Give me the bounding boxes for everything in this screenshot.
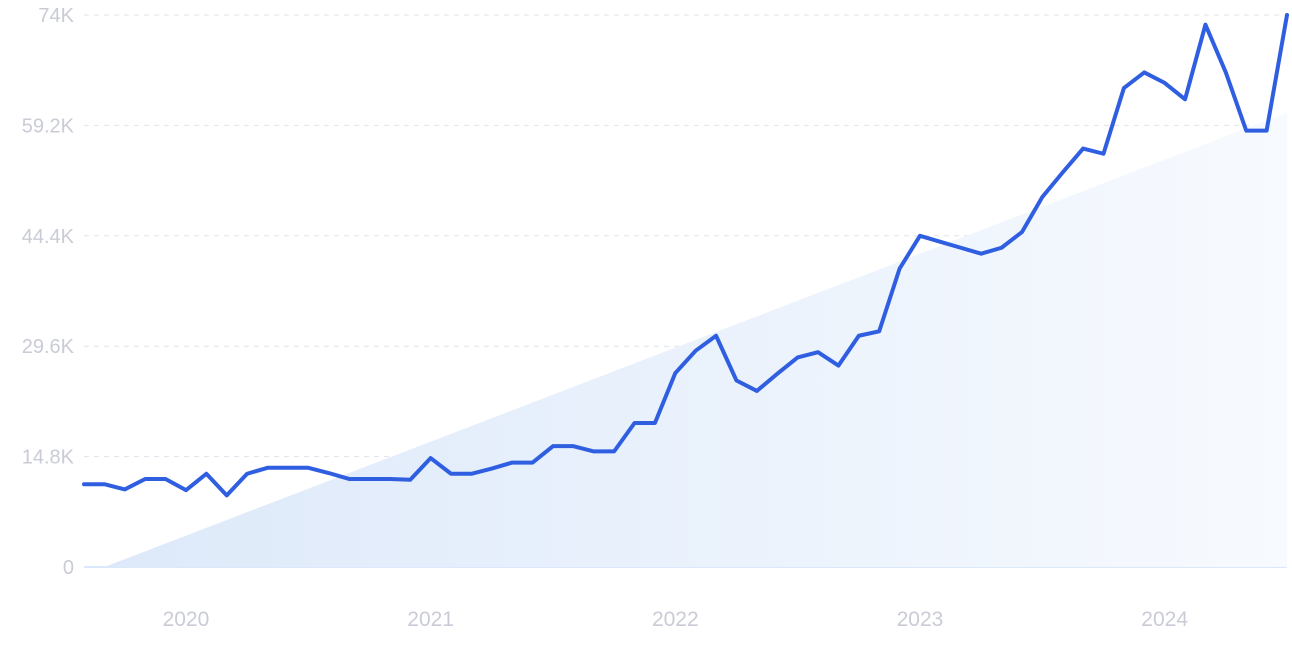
trend-area-fill [104,112,1287,567]
x-axis-ticks: 2020 2021 2022 2023 2024 [163,608,1189,631]
series-line-group [82,13,1289,498]
y-axis-ticks: 0 14.8K 29.6K 44.4K 59.2K 74K [22,5,75,579]
x-tick-label: 2020 [163,608,210,631]
y-tick-label: 44.4K [22,226,75,248]
x-tick-label: 2021 [407,608,454,631]
x-tick-label: 2023 [897,608,944,631]
trend-area [104,112,1287,567]
y-tick-label: 59.2K [22,115,75,137]
y-tick-label: 29.6K [22,336,75,358]
series-line [82,13,1289,498]
y-tick-label: 14.8K [22,447,75,469]
y-tick-label: 74K [38,5,74,27]
x-tick-label: 2022 [652,608,699,631]
y-tick-label: 0 [63,557,74,579]
x-tick-label: 2024 [1141,608,1188,631]
